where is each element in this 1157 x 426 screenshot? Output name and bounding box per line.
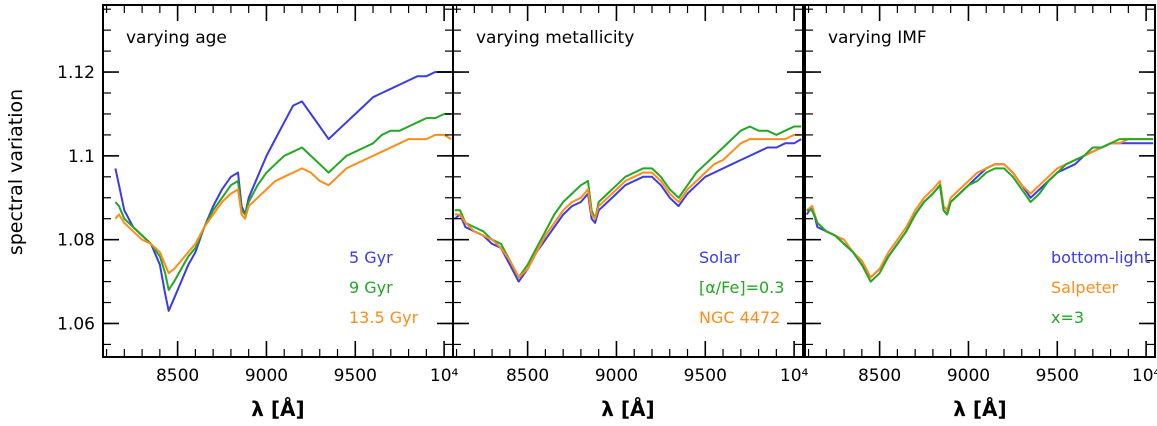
y-tick-label: 1.08 — [57, 231, 95, 251]
x-tick-label: 9500 — [684, 366, 727, 386]
legend-entry: 5 Gyr — [349, 248, 393, 267]
series-line — [806, 138, 1154, 283]
legend-entry: 9 Gyr — [349, 278, 393, 297]
x-tick-label: 9500 — [334, 366, 377, 386]
series-line — [114, 113, 452, 291]
legend-entry: NGC 4472 — [699, 308, 780, 327]
legend-entry: x=3 — [1051, 308, 1084, 327]
x-axis-title: λ [Å] — [601, 397, 654, 421]
x-tick-label: 9000 — [245, 366, 288, 386]
chart-panel: 8500 9000 9500 10⁴ λ [Å] varying metallicity S… — [452, 4, 809, 421]
series-line — [806, 138, 1154, 279]
y-tick-label: 1.06 — [57, 314, 95, 334]
panel-title: varying age — [126, 28, 227, 48]
series-line — [454, 133, 802, 279]
chart-panels: 1.06 1.08 1.1 1.12 8500 9000 9500 10⁴ λ [Å] varyi… — [57, 4, 1157, 421]
legend-entry: Salpeter — [1051, 278, 1119, 297]
x-tick-label: 8500 — [858, 366, 901, 386]
x-tick-label: 10⁴ — [430, 366, 459, 386]
series-line — [454, 138, 802, 283]
legend-entry: bottom-light — [1051, 248, 1150, 267]
y-axis-title: spectral variation — [5, 89, 27, 255]
x-axis-title: λ [Å] — [251, 397, 304, 421]
y-tick-label: 1.1 — [68, 147, 95, 167]
series-line — [114, 133, 452, 275]
series-line — [114, 71, 452, 312]
chart-panel: 8500 9000 9500 10⁴ λ [Å] varying IMF bottom-li… — [804, 4, 1157, 421]
panel-title: varying metallicity — [476, 28, 634, 48]
y-tick-label: 1.12 — [57, 63, 95, 83]
legend-entry: 13.5 Gyr — [349, 308, 419, 327]
panel-frame — [804, 4, 1156, 358]
legend-entry: Solar — [699, 248, 740, 267]
panel-frame — [102, 4, 454, 358]
x-tick-label: 8500 — [506, 366, 549, 386]
legend-entry: [α/Fe]=0.3 — [699, 278, 784, 297]
x-tick-label: 9500 — [1036, 366, 1079, 386]
panel-frame — [452, 4, 804, 358]
panel-title: varying IMF — [828, 28, 927, 48]
x-tick-label: 9000 — [947, 366, 990, 386]
x-tick-label: 8500 — [156, 366, 199, 386]
chart-panel: 1.06 1.08 1.1 1.12 8500 9000 9500 10⁴ λ [Å] varyi… — [57, 4, 459, 421]
x-tick-label: 9000 — [595, 366, 638, 386]
x-axis-title: λ [Å] — [953, 397, 1006, 421]
x-tick-label: 10⁴ — [1132, 366, 1157, 386]
x-tick-label: 10⁴ — [780, 366, 809, 386]
